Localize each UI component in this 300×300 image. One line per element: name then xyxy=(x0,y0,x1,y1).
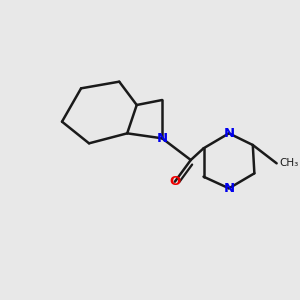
Text: CH₃: CH₃ xyxy=(280,158,299,168)
Text: N: N xyxy=(157,132,168,145)
Text: N: N xyxy=(224,127,235,140)
Text: N: N xyxy=(224,182,235,195)
Text: O: O xyxy=(169,175,181,188)
